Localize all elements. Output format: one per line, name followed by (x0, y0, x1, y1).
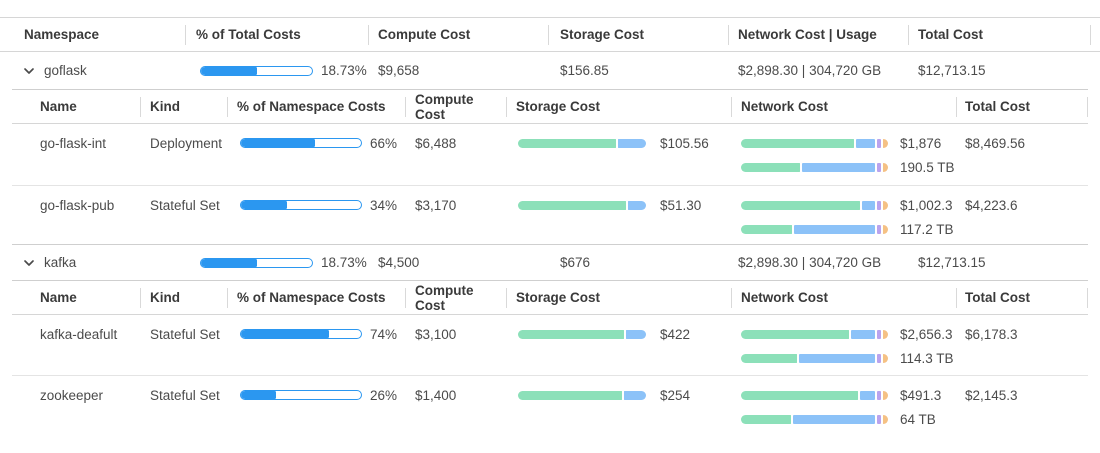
inner-table-header: Name Kind % of Namespace Costs Compute C… (12, 90, 1088, 124)
pct-namespace-costs-value: 34% (370, 197, 398, 213)
pct-total-costs-bar (200, 257, 313, 268)
network-cost-usage-value: $2,898.30 | 304,720 GB (738, 63, 882, 78)
chevron-down-icon[interactable] (22, 64, 36, 78)
workloads-table: Name Kind % of Namespace Costs Compute C… (12, 89, 1088, 245)
network-usage-bar (741, 353, 891, 363)
outer-table-header: Namespace % of Total Costs Compute Cost … (0, 18, 1100, 52)
namespace-row[interactable]: goflask 18.73% $9,658 $156.85 $2,898.30 … (0, 52, 1100, 89)
header-compute-cost: Compute Cost (368, 18, 548, 51)
pct-total-costs-value: 18.73% (321, 63, 367, 78)
network-cost-usage-value: $2,898.30 | 304,720 GB (738, 255, 882, 270)
pct-total-costs-bar (200, 65, 313, 76)
storage-cost-bar (518, 200, 651, 210)
storage-cost-bar (518, 329, 651, 339)
header-total-cost: Total Cost (908, 18, 1100, 51)
network-cost-bar (741, 329, 891, 339)
workload-name: kafka-deafult (40, 326, 118, 342)
compute-cost-value: $3,170 (415, 197, 457, 213)
storage-cost-bar (518, 138, 651, 148)
pct-namespace-costs-value: 26% (370, 387, 398, 403)
workload-kind: Stateful Set (150, 197, 220, 213)
network-cost-value: $2,656.3 (900, 326, 953, 342)
workload-row: zookeeper Stateful Set 26% $1,400 $254 (12, 376, 1088, 434)
network-usage-bar (741, 162, 891, 172)
header-pct-namespace-costs: % of Namespace Costs (227, 90, 405, 123)
pct-namespace-costs-value: 74% (370, 326, 398, 342)
pct-namespace-costs-bar (240, 329, 362, 339)
total-cost-value: $2,145.3 (965, 387, 1018, 403)
workload-row: kafka-deafult Stateful Set 74% $3,100 $4… (12, 315, 1088, 376)
storage-cost-value: $422 (660, 326, 691, 342)
workload-row: go-flask-int Deployment 66% $6,488 $105.… (12, 124, 1088, 186)
namespace-name: kafka (44, 255, 77, 270)
workload-name: zookeeper (40, 387, 104, 403)
network-cost-bar (741, 390, 891, 400)
workload-kind: Deployment (150, 135, 223, 151)
pct-namespace-costs-bar (240, 390, 362, 400)
network-usage-value: 64 TB (900, 411, 936, 427)
compute-cost-value: $1,400 (415, 387, 457, 403)
network-cost-value: $1,002.3 (900, 197, 953, 213)
header-name: Name (40, 290, 77, 305)
header-kind: Kind (140, 281, 227, 314)
header-network-cost: Network Cost (731, 90, 956, 123)
header-network-cost-usage: Network Cost | Usage (728, 18, 908, 51)
compute-cost-value: $4,500 (378, 255, 420, 270)
network-cost-bar (741, 138, 891, 148)
storage-cost-value: $51.30 (660, 197, 702, 213)
workload-kind: Stateful Set (150, 387, 220, 403)
workloads-table: Name Kind % of Namespace Costs Compute C… (12, 280, 1088, 434)
header-name: Name (40, 99, 77, 114)
pct-namespace-costs-bar (240, 200, 362, 210)
network-usage-value: 190.5 TB (900, 159, 955, 175)
network-usage-bar (741, 414, 891, 424)
header-compute-cost: Compute Cost (405, 90, 506, 123)
compute-cost-value: $9,658 (378, 63, 420, 78)
header-namespace: Namespace (24, 27, 100, 42)
network-cost-value: $491.3 (900, 387, 942, 403)
total-cost-value: $6,178.3 (965, 326, 1018, 342)
header-pct-namespace-costs: % of Namespace Costs (227, 281, 405, 314)
workload-row: go-flask-pub Stateful Set 34% $3,170 $51… (12, 186, 1088, 244)
network-cost-bar (741, 200, 891, 210)
header-total-cost: Total Cost (956, 90, 1088, 123)
header-network-cost: Network Cost (731, 281, 956, 314)
workload-name: go-flask-pub (40, 197, 115, 213)
namespace-name: goflask (44, 63, 87, 78)
total-cost-value: $12,713.15 (918, 255, 986, 270)
total-cost-value: $8,469.56 (965, 135, 1026, 151)
compute-cost-value: $6,488 (415, 135, 457, 151)
storage-cost-bar (518, 390, 651, 400)
network-usage-value: 114.3 TB (900, 350, 954, 366)
storage-cost-value: $676 (560, 255, 591, 270)
header-total-cost: Total Cost (956, 281, 1088, 314)
header-storage-cost: Storage Cost (506, 90, 731, 123)
total-cost-value: $12,713.15 (918, 63, 986, 78)
network-cost-value: $1,876 (900, 135, 942, 151)
pct-total-costs-value: 18.73% (321, 255, 367, 270)
network-usage-bar (741, 224, 891, 234)
pct-namespace-costs-bar (240, 138, 362, 148)
workload-name: go-flask-int (40, 135, 107, 151)
network-usage-value: 117.2 TB (900, 221, 954, 237)
namespace-costs-table: Namespace % of Total Costs Compute Cost … (0, 17, 1100, 434)
storage-cost-value: $156.85 (560, 63, 609, 78)
pct-namespace-costs-value: 66% (370, 135, 398, 151)
header-storage-cost: Storage Cost (548, 18, 728, 51)
chevron-down-icon[interactable] (22, 256, 36, 270)
inner-table-header: Name Kind % of Namespace Costs Compute C… (12, 281, 1088, 315)
total-cost-value: $4,223.6 (965, 197, 1018, 213)
namespace-row[interactable]: kafka 18.73% $4,500 $676 $2,898.30 | 304… (0, 245, 1100, 280)
header-compute-cost: Compute Cost (405, 281, 506, 314)
compute-cost-value: $3,100 (415, 326, 457, 342)
storage-cost-value: $254 (660, 387, 691, 403)
storage-cost-value: $105.56 (660, 135, 709, 151)
workload-kind: Stateful Set (150, 326, 220, 342)
header-pct-total-costs: % of Total Costs (185, 18, 368, 51)
header-kind: Kind (140, 90, 227, 123)
header-storage-cost: Storage Cost (506, 281, 731, 314)
